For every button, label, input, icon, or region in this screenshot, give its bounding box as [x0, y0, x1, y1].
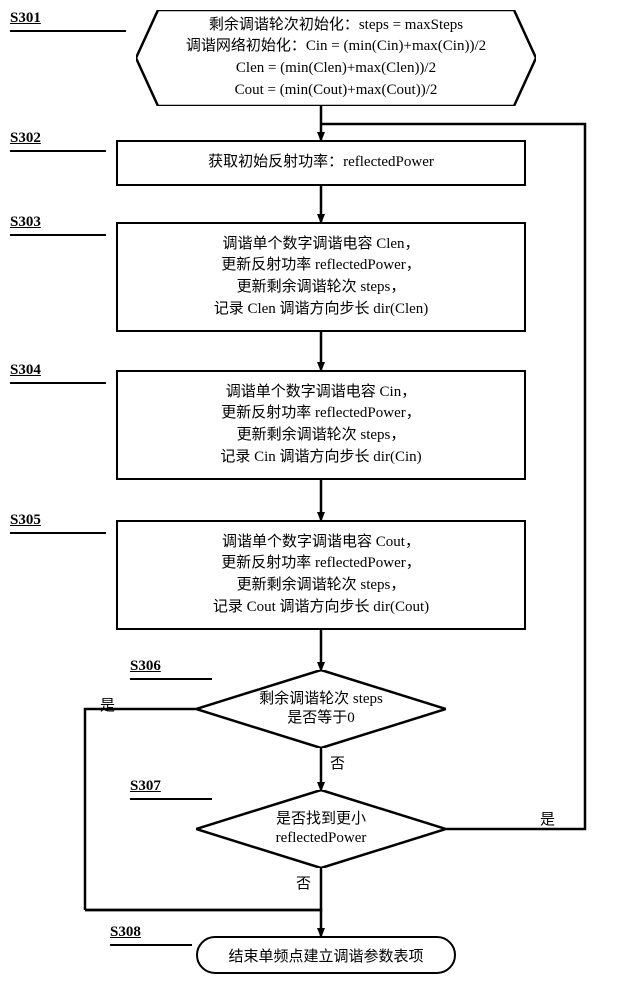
s302-line1: 获取初始反射功率：reflectedPower	[208, 152, 434, 174]
label-s305-connector	[10, 532, 106, 534]
label-s304: S304	[10, 362, 41, 379]
label-s303-connector	[10, 234, 106, 236]
edge-s307-yes: 是	[540, 808, 555, 829]
s306-line1: 剩余调谐轮次 steps	[259, 690, 383, 710]
node-s305: 调谐单个数字调谐电容 Cout， 更新反射功率 reflectedPower， …	[116, 520, 526, 630]
label-s303: S303	[10, 214, 41, 231]
label-s308-connector	[110, 944, 192, 946]
s308-line1: 结束单频点建立调谐参数表项	[228, 945, 423, 966]
s301-line3: Clen = (min(Clen)+max(Clen))/2	[236, 58, 436, 80]
node-s307: 是否找到更小 reflectedPower	[196, 790, 446, 868]
s307-line1: 是否找到更小	[276, 810, 366, 830]
node-s308: 结束单频点建立调谐参数表项	[196, 936, 456, 974]
label-s301: S301	[10, 10, 41, 27]
s303-line2: 更新反射功率 reflectedPower，	[221, 255, 421, 277]
s301-line4: Cout = (min(Cout)+max(Cout))/2	[235, 80, 438, 102]
flowchart-canvas: S301 剩余调谐轮次初始化：steps = maxSteps 调谐网络初始化：…	[0, 0, 644, 1000]
label-s302: S302	[10, 130, 41, 147]
label-s306: S306	[130, 658, 161, 675]
node-s302: 获取初始反射功率：reflectedPower	[116, 140, 526, 186]
s303-line4: 记录 Clen 调谐方向步长 dir(Clen)	[214, 299, 429, 321]
edge-s307-no: 否	[296, 872, 311, 893]
s305-line2: 更新反射功率 reflectedPower，	[221, 553, 421, 575]
s305-line1: 调谐单个数字调谐电容 Cout，	[222, 532, 420, 554]
s301-line1: 剩余调谐轮次初始化：steps = maxSteps	[209, 15, 463, 37]
label-s302-connector	[10, 150, 106, 152]
s305-line3: 更新剩余调谐轮次 steps，	[237, 575, 406, 597]
s307-line2: reflectedPower	[276, 829, 367, 849]
s304-line1: 调谐单个数字调谐电容 Cin，	[226, 382, 416, 404]
s301-line2: 调谐网络初始化：Cin = (min(Cin)+max(Cin))/2	[186, 36, 486, 58]
s303-line1: 调谐单个数字调谐电容 Clen，	[222, 234, 419, 256]
label-s301-connector	[10, 30, 126, 32]
s304-line2: 更新反射功率 reflectedPower，	[221, 403, 421, 425]
edge-s306-yes: 是	[100, 694, 115, 715]
node-s303: 调谐单个数字调谐电容 Clen， 更新反射功率 reflectedPower， …	[116, 222, 526, 332]
edge-s306-no: 否	[330, 752, 345, 773]
node-s306: 剩余调谐轮次 steps 是否等于0	[196, 670, 446, 748]
node-s301: 剩余调谐轮次初始化：steps = maxSteps 调谐网络初始化：Cin =…	[136, 10, 536, 106]
node-s304: 调谐单个数字调谐电容 Cin， 更新反射功率 reflectedPower， 更…	[116, 370, 526, 480]
s303-line3: 更新剩余调谐轮次 steps，	[237, 277, 406, 299]
label-s308: S308	[110, 924, 141, 941]
label-s307: S307	[130, 778, 161, 795]
label-s304-connector	[10, 382, 106, 384]
s304-line4: 记录 Cin 调谐方向步长 dir(Cin)	[220, 447, 421, 469]
s306-line2: 是否等于0	[287, 709, 355, 729]
label-s305: S305	[10, 512, 41, 529]
s304-line3: 更新剩余调谐轮次 steps，	[237, 425, 406, 447]
s305-line4: 记录 Cout 调谐方向步长 dir(Cout)	[213, 597, 429, 619]
